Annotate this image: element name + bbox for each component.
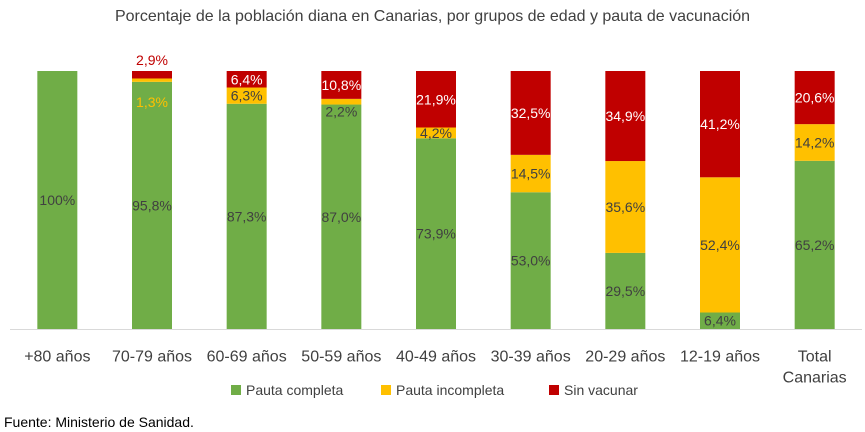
- bar-segment: [510, 71, 551, 155]
- category-tick-label: 30-39 años: [491, 349, 571, 366]
- bar-segment: [700, 177, 740, 313]
- bar-segment: [510, 192, 551, 329]
- legend-swatch: [549, 385, 559, 395]
- data-label: 14,2%: [795, 134, 835, 150]
- bar-segment: [605, 161, 646, 253]
- legend-swatch: [231, 385, 241, 395]
- data-label: 4,2%: [420, 125, 452, 141]
- category-tick-label: 20-29 años: [585, 349, 665, 366]
- bar-segment: [416, 71, 456, 128]
- data-label: 2,2%: [325, 104, 357, 120]
- data-label: 1,3%: [136, 94, 168, 110]
- bar-segment: [226, 87, 267, 104]
- category-tick-label: 50-59 años: [301, 349, 381, 366]
- data-label: 6,3%: [231, 88, 263, 104]
- legend-label: Sin vacunar: [564, 382, 638, 398]
- bar-segment: [132, 78, 172, 82]
- data-label: 34,9%: [605, 108, 645, 124]
- category-tick-label: Total: [798, 349, 832, 366]
- bar-segment: [416, 138, 456, 329]
- bar-segment: [794, 124, 835, 161]
- data-label: 65,2%: [795, 237, 835, 253]
- data-label: 87,3%: [227, 208, 267, 224]
- data-label: 32,5%: [511, 105, 551, 121]
- bar-segment: [226, 71, 267, 88]
- category-tick-label: +80 años: [24, 349, 90, 366]
- data-label: 6,4%: [704, 313, 736, 329]
- category-tick-label: 40-49 años: [396, 349, 476, 366]
- legend-label: Pauta incompleta: [396, 382, 504, 398]
- data-label: 14,5%: [511, 166, 551, 182]
- bar-segment: [700, 71, 740, 178]
- data-label: 87,0%: [321, 209, 361, 225]
- bar-segment: [416, 127, 456, 139]
- data-label: 73,9%: [416, 226, 456, 242]
- legend-swatch: [381, 385, 391, 395]
- bar-segment: [226, 103, 267, 330]
- category-tick-label: 12-19 años: [680, 349, 760, 366]
- category-tick-label: Canarias: [783, 370, 847, 387]
- bar-segment: [37, 71, 78, 329]
- bar-segment: [605, 252, 646, 329]
- data-label: 53,0%: [511, 253, 551, 269]
- data-label: 29,5%: [605, 283, 645, 299]
- category-tick-label: 60-69 años: [207, 349, 287, 366]
- bar-segment: [700, 312, 740, 329]
- data-label: 52,4%: [700, 237, 740, 253]
- data-label: 10,8%: [321, 77, 361, 93]
- data-label: 6,4%: [231, 71, 263, 87]
- data-label: 21,9%: [416, 91, 456, 107]
- data-label: 2,9%: [136, 52, 168, 68]
- legend-label: Pauta completa: [246, 382, 343, 398]
- data-label: 20,6%: [795, 90, 835, 106]
- bar-segment: [794, 160, 835, 329]
- bar-segment: [132, 71, 172, 79]
- bar-segment: [321, 98, 362, 105]
- bar-segment: [321, 104, 362, 329]
- bar-segment: [321, 71, 362, 99]
- data-label: 41,2%: [700, 116, 740, 132]
- data-label: 95,8%: [132, 197, 172, 213]
- category-tick-label: 70-79 años: [112, 349, 192, 366]
- data-label: 100%: [39, 192, 75, 208]
- source-note: Fuente: Ministerio de Sanidad.: [4, 414, 194, 430]
- data-label: 35,6%: [605, 199, 645, 215]
- bar-segment: [132, 81, 172, 329]
- bar-segment: [605, 71, 646, 162]
- bar-segment: [510, 154, 551, 193]
- bar-segment: [794, 71, 835, 125]
- chart-title: Porcentaje de la población diana en Cana…: [114, 8, 751, 25]
